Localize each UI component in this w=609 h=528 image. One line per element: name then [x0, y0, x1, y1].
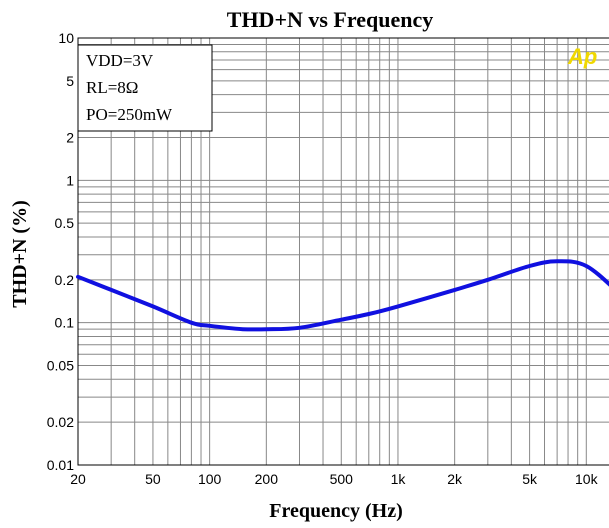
y-tick-label: 10 [58, 30, 74, 46]
y-tick-label: 0.05 [47, 358, 74, 374]
chart-title: THD+N vs Frequency [227, 7, 433, 32]
y-tick-label: 5 [66, 73, 74, 89]
x-tick-label: 200 [255, 471, 279, 487]
x-tick-label: 10k [575, 471, 599, 487]
x-tick-label: 5k [522, 471, 538, 487]
y-tick-label: 1 [66, 172, 74, 188]
annotation-box: VDD=3V RL=8Ω PO=250mW [77, 44, 213, 132]
x-tick-label: 50 [145, 471, 161, 487]
x-tick-label: 100 [198, 471, 222, 487]
y-axis-label: THD+N (%) [9, 200, 31, 308]
annotation-po: PO=250mW [86, 105, 173, 124]
annotation-rl: RL=8Ω [86, 78, 138, 97]
x-axis-label: Frequency (Hz) [269, 500, 403, 522]
x-tick-label: 2k [447, 471, 463, 487]
annotation-frame [77, 44, 213, 132]
y-tick-label: 0.01 [47, 457, 74, 473]
y-tick-label: 2 [66, 129, 74, 145]
ap-logo: Ap [567, 44, 597, 69]
tick-labels: 20501002005001k2k5k10k20k0.010.020.050.1… [47, 30, 599, 487]
y-tick-label: 0.2 [55, 272, 75, 288]
x-tick-label: 20 [70, 471, 86, 487]
y-tick-label: 0.02 [47, 414, 74, 430]
annotation-vdd: VDD=3V [86, 51, 154, 70]
plot-frame [77, 37, 609, 466]
y-tick-label: 0.1 [55, 315, 75, 331]
x-tick-label: 500 [330, 471, 354, 487]
y-tick-label: 0.5 [55, 215, 75, 231]
thdn-curve [76, 259, 609, 332]
x-tick-label: 1k [391, 471, 407, 487]
